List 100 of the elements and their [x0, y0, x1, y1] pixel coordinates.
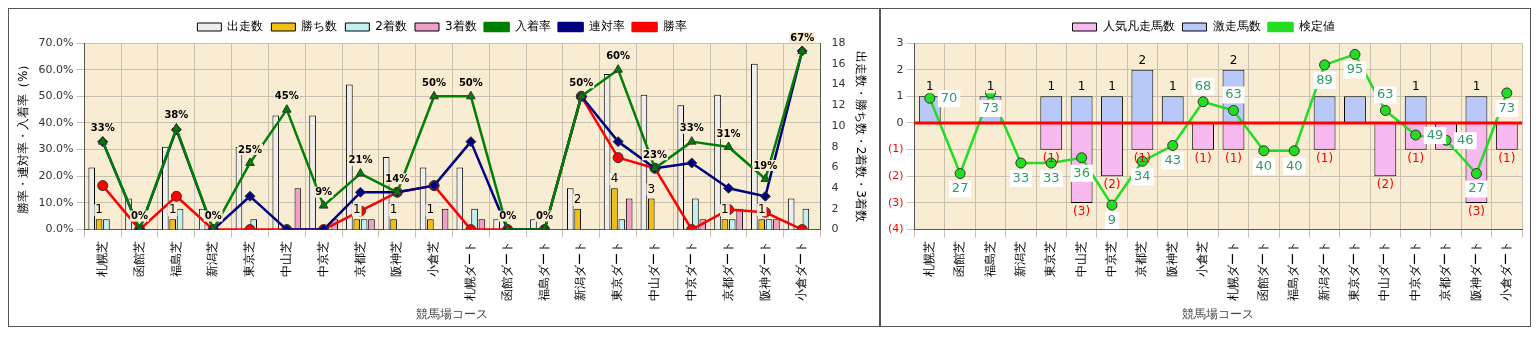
y-tick-label: 20.0%: [38, 169, 74, 183]
data-label: 63: [1225, 86, 1242, 102]
x-tick-label: 東京芝: [1043, 240, 1058, 277]
x-tick-label: 小倉芝: [426, 240, 441, 277]
x-tick-label: 中京ダート: [683, 240, 698, 301]
data-label: (1): [1194, 150, 1212, 165]
data-label: 9%: [315, 186, 333, 198]
x-tick-label: 東京ダート: [610, 240, 625, 301]
y-tick-label: 1: [896, 89, 904, 103]
data-label: 2: [573, 191, 582, 206]
data-label: 9: [1107, 211, 1117, 227]
data-label: 1: [1047, 79, 1056, 94]
legend-label: 検定値: [1298, 19, 1335, 34]
y2-tick-label: 8: [831, 139, 839, 153]
x-tick-label: 阪神芝: [1164, 240, 1179, 277]
data-label: 73: [982, 99, 999, 115]
x-tick-label: 福島ダート: [536, 240, 551, 301]
legend-label: 人気凡走馬数: [1102, 19, 1175, 34]
x-axis-title: 競馬場コース: [1182, 306, 1255, 321]
data-label: 1: [426, 202, 435, 217]
y2-tick-label: 4: [831, 180, 839, 194]
data-label: (3): [1467, 204, 1485, 219]
x-tick-label: 福島芝: [982, 240, 997, 277]
legend-label: 勝率: [662, 19, 687, 34]
data-label: 21%: [348, 154, 373, 166]
y2-tick-label: 16: [831, 56, 846, 70]
data-label: (3): [1073, 204, 1091, 219]
x-tick-label: 阪神ダート: [1468, 240, 1483, 301]
data-label: (1): [1224, 150, 1242, 165]
data-label: 36: [1073, 164, 1090, 180]
data-label: 89: [1316, 71, 1333, 87]
data-label: 3: [647, 181, 656, 196]
data-label: (1): [1498, 150, 1516, 165]
x-tick-label: 函館芝: [131, 240, 146, 277]
data-label: 0%: [536, 210, 553, 222]
x-tick-label: 中山芝: [1073, 240, 1088, 277]
x-tick-label: 京都ダート: [720, 240, 735, 301]
y-tick-label: 0.0%: [45, 222, 74, 236]
legend-label: 連対率: [588, 19, 625, 34]
y-tick-label: (2): [887, 169, 904, 183]
x-tick-label: 福島ダート: [1286, 240, 1301, 301]
x-tick-label: 中京芝: [315, 240, 330, 277]
data-label: 1: [95, 202, 103, 217]
x-tick-label: 阪神芝: [389, 240, 404, 277]
y2-tick-label: 18: [831, 35, 846, 49]
data-label: 27: [1468, 180, 1485, 196]
data-label: 1: [925, 79, 934, 94]
x-tick-label: 函館ダート: [499, 240, 514, 301]
data-label: 33%: [90, 122, 115, 134]
legend-label: 出走数: [227, 19, 264, 34]
data-label: 68: [1194, 77, 1212, 93]
x-tick-label: 京都芝: [352, 240, 367, 277]
y-tick-label: (1): [887, 142, 904, 156]
data-label: (2): [1376, 177, 1394, 192]
y-tick-label: 30.0%: [38, 142, 74, 156]
data-label: 0%: [499, 210, 517, 222]
y-tick-label: 40.0%: [38, 115, 74, 129]
data-label: 1: [721, 202, 729, 217]
data-label: 1: [352, 202, 361, 217]
y2-tick-label: 0: [831, 222, 839, 236]
data-label: 2: [1138, 52, 1147, 67]
data-label: 50%: [569, 76, 594, 88]
legend-label: 勝ち数: [301, 19, 338, 34]
legend-label: 入着率: [514, 19, 551, 34]
data-label: (1): [1316, 150, 1334, 165]
x-tick-label: 小倉ダート: [794, 240, 809, 301]
y2-tick-label: 6: [831, 160, 839, 174]
data-label: 40: [1285, 157, 1303, 173]
x-tick-label: 札幌ダート: [463, 240, 478, 301]
data-label: 1: [1472, 79, 1481, 94]
x-tick-label: 新潟ダート: [573, 240, 588, 301]
data-label: 1: [389, 202, 398, 217]
data-label: 4: [610, 171, 619, 186]
x-tick-label: 中京ダート: [1407, 240, 1422, 301]
x-tick-label: 東京ダート: [1347, 240, 1362, 301]
x-tick-label: 札幌ダート: [1225, 240, 1240, 301]
data-label: 1: [986, 79, 995, 94]
data-label: 27: [951, 180, 969, 196]
data-label: 45%: [274, 90, 299, 102]
x-tick-label: 札幌芝: [94, 240, 109, 277]
y2-tick-label: 10: [831, 118, 846, 132]
data-label: 2: [1229, 52, 1238, 67]
data-label: 50%: [422, 76, 447, 88]
data-label: 23%: [642, 148, 667, 160]
x-tick-label: 小倉芝: [1195, 240, 1210, 277]
data-label: 67%: [790, 31, 815, 43]
data-label: 73: [1498, 99, 1516, 115]
data-label: 33: [1042, 169, 1060, 185]
legend-label: 3着数: [445, 19, 477, 34]
x-axis-title: 競馬場コース: [416, 306, 489, 321]
x-tick-label: 新潟芝: [1013, 240, 1027, 277]
data-label: 1: [168, 202, 177, 217]
data-label: 25%: [238, 143, 262, 155]
x-tick-label: 中山ダート: [1377, 240, 1392, 301]
y-tick-label: 0: [896, 115, 904, 129]
x-tick-label: 京都芝: [1134, 240, 1149, 277]
data-label: 33: [1012, 169, 1030, 185]
y-tick-label: 60.0%: [38, 62, 74, 76]
x-tick-label: 函館ダート: [1255, 240, 1270, 301]
x-tick-label: 札幌芝: [921, 240, 936, 277]
